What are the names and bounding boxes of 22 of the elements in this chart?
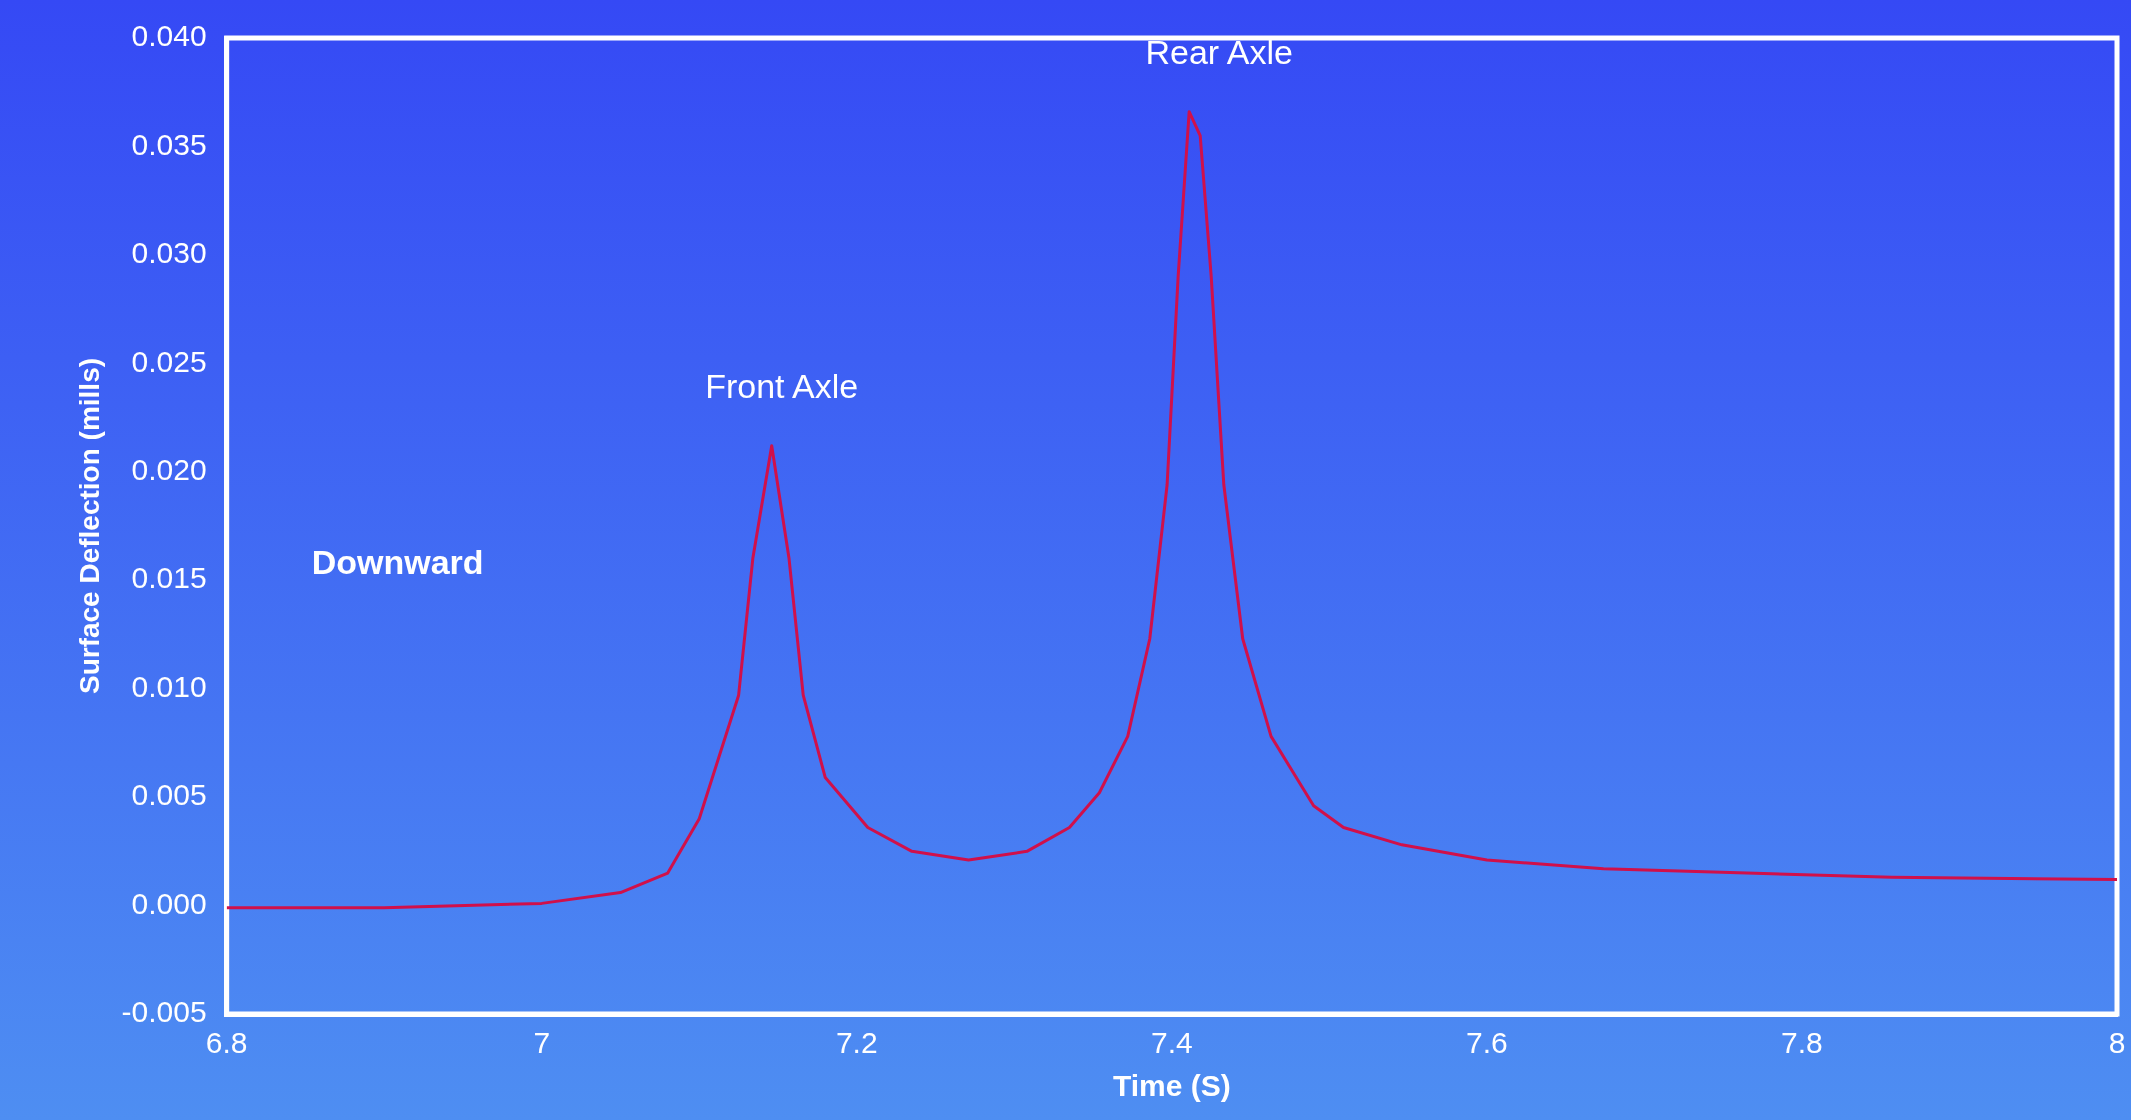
y-tick-label: 0.020 [131,453,207,487]
y-axis-title: Surface Deflection (mills) [73,357,105,695]
x-tick-label: 6.8 [205,1026,248,1060]
x-tick-label: 7.6 [1466,1026,1508,1060]
annotation: Rear Axle [1145,33,1293,72]
x-axis-title: Time (S) [1112,1069,1231,1103]
y-tick-label: 0.030 [131,236,207,270]
y-tick-label: 0.025 [131,344,207,378]
y-tick-label: 0.035 [131,127,207,161]
y-tick-label: -0.005 [121,995,207,1029]
x-tick-label: 8 [2108,1026,2126,1060]
y-tick-label: 0.015 [131,561,207,595]
y-tick-label: 0.040 [131,19,207,53]
x-tick-label: 7.4 [1150,1026,1193,1060]
annotation: Front Axle [705,367,859,406]
y-tick-label: 0.005 [131,778,207,812]
annotation: Downward [311,543,484,582]
x-tick-label: 7.2 [835,1026,878,1060]
x-tick-label: 7.8 [1781,1026,1823,1060]
y-tick-label: 0.000 [131,886,207,920]
x-tick-label: 7 [533,1026,551,1060]
y-tick-label: 0.010 [131,669,207,703]
